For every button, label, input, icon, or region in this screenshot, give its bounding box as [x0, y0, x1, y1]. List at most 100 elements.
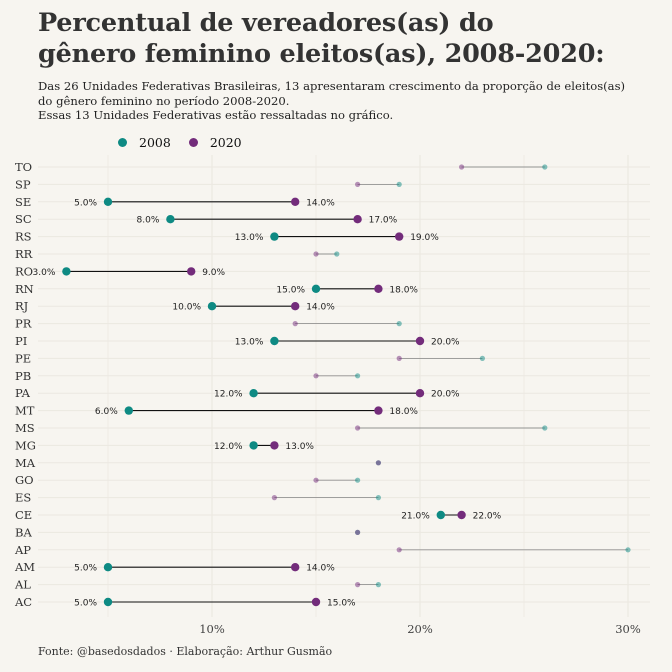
data-label-high: 13.0% [285, 442, 314, 452]
data-label-low: 15.0% [276, 285, 305, 295]
y-tick-label: AL [14, 578, 31, 592]
point-2008-muted [396, 181, 402, 187]
point-2008-muted [625, 547, 631, 553]
data-label-low: 12.0% [214, 390, 243, 400]
data-label-high: 14.0% [306, 303, 335, 313]
point-2020 [415, 336, 425, 346]
point-2020-muted [313, 477, 319, 483]
y-tick-label: SP [15, 177, 31, 191]
point-2020 [187, 267, 196, 276]
y-tick-label: PI [15, 334, 27, 348]
y-tick-label: AM [14, 560, 35, 574]
data-label-high: 22.0% [473, 512, 502, 522]
y-tick-label: RJ [15, 299, 29, 313]
point-2008-muted [542, 425, 548, 431]
point-2020-muted [396, 547, 402, 553]
point-2020 [374, 284, 383, 293]
point-2008-muted [375, 582, 381, 588]
point-2008-muted [355, 477, 361, 483]
data-label-high: 18.0% [389, 285, 418, 295]
data-label-low: 8.0% [137, 216, 160, 226]
point-2008-muted [355, 373, 361, 379]
data-label-high: 14.0% [306, 198, 335, 208]
point-2008 [249, 389, 258, 398]
x-tick-label: 20% [407, 622, 433, 636]
point-2008 [311, 284, 321, 293]
point-2008-muted [479, 355, 485, 361]
point-2020-muted [355, 529, 361, 536]
data-label-high: 19.0% [410, 233, 439, 243]
data-label-low: 3.0% [33, 268, 56, 278]
data-label-low: 12.0% [214, 442, 243, 452]
point-2020-muted [292, 321, 298, 327]
data-label-low: 10.0% [172, 303, 201, 313]
y-tick-label: RS [15, 230, 32, 244]
point-2020-muted [355, 582, 361, 588]
legend-item-2008: 2008 [118, 135, 171, 150]
point-2020 [457, 510, 466, 520]
y-tick-label: MT [15, 404, 35, 418]
y-tick-label: PR [15, 317, 32, 331]
chart-subtitle: Das 26 Unidades Federativas Brasileiras,… [38, 79, 626, 122]
point-2008-muted [396, 321, 402, 327]
point-2008 [103, 597, 113, 607]
data-label-high: 18.0% [389, 407, 418, 417]
legend-label-2020: 2020 [209, 134, 242, 150]
y-tick-label: RN [15, 282, 34, 296]
data-label-high: 20.0% [431, 390, 460, 400]
y-tick-label: AC [14, 595, 32, 609]
point-2008 [249, 441, 258, 450]
point-2020 [291, 197, 300, 206]
point-2008-muted [334, 251, 340, 257]
data-label-high: 17.0% [369, 216, 398, 226]
y-tick-label: MS [15, 421, 35, 435]
point-2008 [270, 336, 279, 346]
point-2008-muted [375, 495, 381, 501]
chart-title: Percentual de vereadores(as) do gênero f… [38, 8, 605, 69]
data-label-low: 6.0% [95, 407, 118, 417]
point-2008-muted [542, 164, 548, 170]
data-label-low: 13.0% [235, 233, 264, 243]
point-2020 [291, 302, 300, 311]
legend: 2008 2020 [118, 134, 260, 150]
point-2020 [270, 441, 279, 450]
point-2008 [62, 267, 71, 276]
point-2020 [353, 215, 362, 224]
data-label-low: 13.0% [235, 338, 264, 348]
data-label-low: 5.0% [74, 564, 97, 574]
point-2020-muted [459, 164, 465, 170]
data-label-low: 21.0% [401, 512, 430, 522]
y-tick-label: TO [15, 160, 32, 174]
point-2020-muted [375, 460, 381, 466]
x-tick-label: 10% [199, 622, 225, 636]
point-2020-muted [313, 251, 319, 257]
legend-item-2020: 2020 [188, 134, 242, 150]
point-2008 [166, 215, 175, 224]
y-tick-label: CE [15, 508, 32, 522]
point-2020 [291, 563, 300, 572]
point-2008 [207, 302, 217, 311]
point-2020 [415, 389, 425, 398]
y-tick-label: ES [15, 491, 31, 505]
y-tick-label: RO [15, 264, 33, 278]
point-2020 [374, 406, 383, 415]
data-label-high: 15.0% [327, 599, 356, 609]
point-2020-muted [271, 495, 277, 501]
y-tick-label: MG [15, 438, 36, 452]
point-2020-muted [396, 355, 402, 361]
legend-dot-2008-icon [118, 137, 127, 147]
data-label-high: 20.0% [431, 338, 460, 348]
legend-dot-2020-icon [188, 137, 198, 147]
point-2020-muted [313, 373, 319, 379]
y-tick-label: AP [14, 543, 31, 557]
y-tick-label: BA [15, 525, 32, 539]
data-label-low: 5.0% [74, 198, 97, 208]
point-2008 [124, 406, 133, 415]
data-label-low: 5.0% [74, 599, 97, 609]
point-2020 [395, 232, 404, 241]
point-2008 [436, 510, 445, 520]
y-tick-label: PA [15, 386, 31, 400]
y-tick-label: SC [15, 212, 32, 226]
point-2020-muted [355, 425, 361, 431]
